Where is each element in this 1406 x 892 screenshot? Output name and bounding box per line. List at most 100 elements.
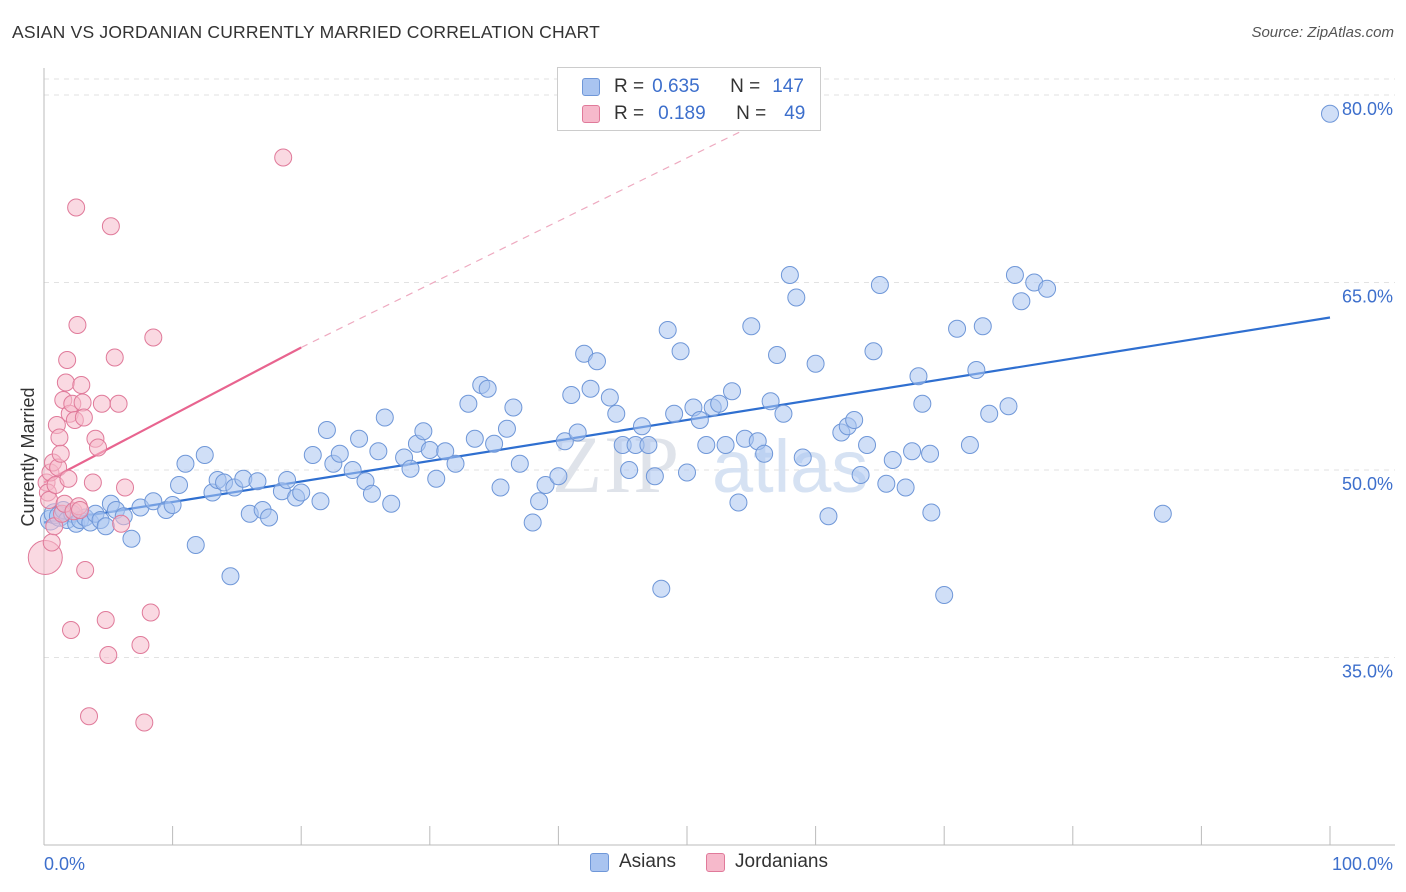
asian-point [967, 361, 986, 379]
asian-point [375, 408, 394, 427]
asian-point [369, 442, 388, 461]
jordanian-point [274, 148, 293, 167]
asian-point [742, 317, 761, 336]
trend-extension [300, 119, 765, 349]
jordanian-point [56, 373, 75, 392]
asian-point [960, 436, 979, 454]
jordanians-swatch [706, 852, 726, 872]
asian-point [510, 454, 529, 473]
asian-point [382, 494, 401, 513]
asian-point [122, 529, 141, 548]
asian-point [530, 492, 549, 511]
asian-point [768, 346, 787, 364]
x-tick-label: 100.0% [1332, 854, 1393, 874]
asian-point [163, 496, 182, 514]
asian-point [896, 478, 915, 497]
asian-point [729, 493, 748, 512]
jordanian-point [73, 393, 92, 412]
asian-point [436, 442, 455, 461]
asian-point [774, 404, 793, 423]
jordanian-point [80, 707, 99, 726]
asian-point [780, 266, 799, 284]
asian-point [96, 517, 115, 536]
asian-point [806, 354, 825, 373]
asian-point [665, 404, 684, 423]
jordanian-point [131, 636, 150, 654]
axes [43, 68, 1395, 846]
asian-point [632, 417, 651, 436]
asian-point [311, 492, 330, 511]
asian-point [562, 386, 581, 404]
jordanian-point [99, 646, 118, 664]
asian-point [170, 476, 189, 494]
jordanian-point [144, 328, 163, 347]
jordanian-point [141, 603, 160, 622]
r-value: 0.635 [652, 76, 700, 97]
asian-point [581, 379, 600, 398]
asian-point [787, 288, 806, 307]
asian-point [819, 507, 838, 526]
jordanian-point [105, 348, 124, 367]
asian-point [909, 367, 928, 386]
legend-label-jordanians: Jordanians [735, 851, 828, 872]
asian-point [716, 436, 735, 454]
n-label: N = [730, 76, 761, 97]
trend-line [43, 346, 302, 484]
asian-point [1005, 266, 1024, 284]
asian-point [658, 321, 677, 339]
asian-point [723, 382, 742, 401]
asian-point [144, 492, 163, 511]
jordanian-point [101, 217, 120, 236]
stats-row-asians: R = 0.635 N = 147 [582, 75, 804, 99]
asian-point [793, 448, 812, 467]
chart-title: ASIAN VS JORDANIAN CURRENTLY MARRIED COR… [12, 22, 601, 42]
asian-point [600, 388, 619, 407]
asian-point [980, 404, 999, 423]
jordanian-point [58, 351, 77, 369]
asian-point [607, 404, 626, 423]
asian-point [420, 441, 439, 459]
jordanian-point [67, 198, 86, 217]
jordanian-point [76, 561, 95, 579]
asian-point [973, 317, 992, 336]
r-value: 0.189 [658, 103, 706, 124]
jordanian-point [62, 621, 81, 639]
stats-legend: R = 0.635 N = 147 R = 0.189 N = 49 [557, 67, 821, 131]
jordanian-point [51, 444, 70, 463]
jordanian-point [89, 438, 108, 457]
x-tick-label: 0.0% [44, 854, 85, 874]
jordanian-point [96, 611, 115, 629]
jordanian-point [59, 469, 78, 488]
asian-point [870, 276, 889, 294]
n-label: N = [736, 103, 767, 124]
n-value: 49 [784, 103, 806, 124]
asian-point [761, 392, 780, 411]
asian-point [401, 459, 420, 478]
series-legend: Asians Jordanians [590, 851, 858, 873]
asian-point [948, 319, 967, 338]
asian-point [877, 474, 896, 493]
asian-point [999, 397, 1018, 416]
jordanian-point [92, 394, 111, 413]
asian-point [710, 394, 729, 413]
asian-point [1038, 279, 1057, 298]
asian-point [851, 466, 870, 484]
asian-point [414, 422, 433, 441]
asian-point [317, 421, 336, 439]
asian-point [549, 467, 568, 486]
y-tick-label: 65.0% [1342, 287, 1393, 307]
asians-swatch [582, 78, 600, 96]
asian-point [491, 478, 510, 497]
asian-point [587, 352, 606, 371]
asian-point [536, 476, 555, 494]
n-value: 147 [772, 76, 804, 97]
asian-point [446, 454, 465, 473]
asian-point [639, 436, 658, 454]
legend-item-asians[interactable]: Asians [590, 851, 676, 873]
legend-item-jordanians[interactable]: Jordanians [706, 851, 828, 873]
jordanian-point [68, 316, 87, 334]
source-label: Source: ZipAtlas.com [1251, 24, 1394, 41]
asian-point [697, 436, 716, 454]
jordanian-point [72, 376, 91, 394]
stats-row-jordanians: R = 0.189 N = 49 [582, 102, 805, 126]
